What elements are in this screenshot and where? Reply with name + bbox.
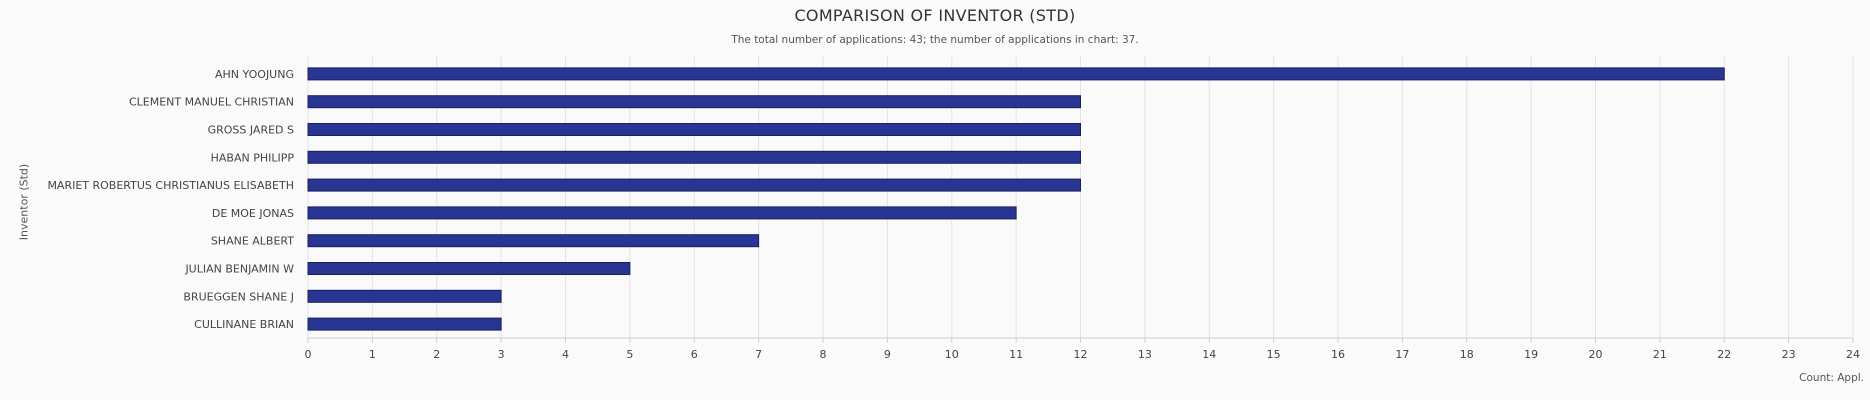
x-tick-label: 7 [755, 348, 762, 361]
x-tick-label: 24 [1846, 348, 1860, 361]
x-tick-label: 21 [1653, 348, 1667, 361]
y-tick-label: MARIET ROBERTUS CHRISTIANUS ELISABETH [47, 179, 294, 192]
y-tick-label: CLEMENT MANUEL CHRISTIAN [129, 96, 294, 109]
y-tick-label: BRUEGGEN SHANE J [183, 290, 294, 303]
x-tick-label: 19 [1524, 348, 1538, 361]
bar [307, 262, 631, 275]
y-tick-label: JULIAN BENJAMIN W [184, 263, 294, 276]
bar [307, 95, 1081, 109]
chart-title: COMPARISON OF INVENTOR (STD) [794, 6, 1076, 25]
x-tick-label: 6 [691, 348, 698, 361]
x-tick-label: 9 [884, 348, 891, 361]
x-tick-label: 18 [1460, 348, 1474, 361]
x-tick-label: 8 [820, 348, 827, 361]
x-tick-label: 2 [433, 348, 440, 361]
x-tick-label: 15 [1267, 348, 1281, 361]
y-tick-label: HABAN PHILIPP [211, 151, 295, 164]
x-tick-label: 20 [1589, 348, 1603, 361]
x-tick-label: 1 [369, 348, 376, 361]
bar [307, 206, 1017, 220]
bar [307, 289, 502, 303]
x-tick-label: 11 [1009, 348, 1023, 361]
x-tick-label: 22 [1717, 348, 1731, 361]
y-tick-label: AHN YOOJUNG [215, 68, 294, 81]
x-tick-label: 5 [626, 348, 633, 361]
y-tick-label: CULLINANE BRIAN [194, 318, 294, 331]
x-tick-label: 10 [945, 348, 959, 361]
chart-subtitle: The total number of applications: 43; th… [731, 34, 1139, 46]
x-tick-label: 13 [1138, 348, 1152, 361]
x-tick-label: 4 [562, 348, 569, 361]
x-tick-label: 3 [498, 348, 505, 361]
bar [307, 150, 1081, 164]
bar [307, 317, 502, 331]
x-tick-label: 12 [1074, 348, 1088, 361]
x-tick-label: 16 [1331, 348, 1345, 361]
bar [307, 178, 1081, 192]
y-tick-label: DE MOE JONAS [212, 207, 294, 220]
bar [307, 67, 1725, 81]
bar [307, 234, 760, 248]
y-tick-label: SHANE ALBERT [211, 235, 294, 248]
y-tick-label: GROSS JARED S [208, 124, 294, 137]
x-tick-label: 0 [305, 348, 312, 361]
x-tick-label: 14 [1202, 348, 1216, 361]
bar [307, 123, 1081, 136]
x-axis-label: Count: Appl. [1799, 372, 1864, 384]
x-tick-label: 23 [1782, 348, 1796, 361]
x-tick-label: 17 [1395, 348, 1409, 361]
